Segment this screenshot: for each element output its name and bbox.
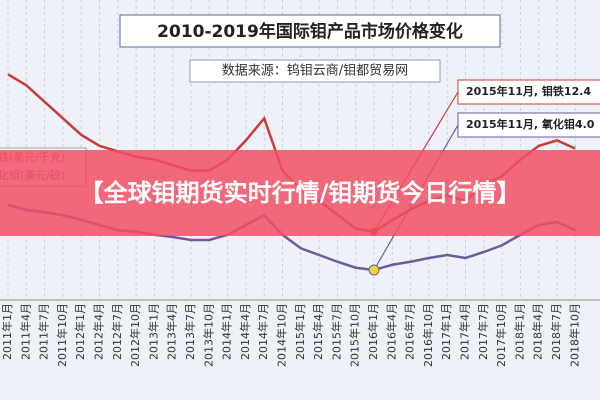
x-tick-label: 2014年1月 — [220, 303, 234, 360]
x-tick-label: 2011年4月 — [18, 303, 32, 360]
x-tick-label: 2016年1月 — [366, 303, 380, 360]
annotation-box — [457, 112, 600, 138]
x-tick-label: 2015年10月 — [348, 303, 362, 367]
x-tick-label: 2014年10月 — [275, 303, 289, 367]
x-tick-label: 2013年4月 — [165, 303, 179, 360]
x-tick-label: 2016年4月 — [384, 303, 398, 360]
annotation: 2015年11月, 钼铁12.4 — [466, 84, 591, 98]
x-tick-label: 2011年7月 — [37, 303, 51, 360]
x-tick-label: 2013年7月 — [183, 303, 197, 360]
x-tick-label: 2014年7月 — [256, 303, 270, 360]
min-point — [368, 264, 380, 276]
x-tick-label: 2018年1月 — [512, 303, 526, 360]
banner-text: 【全球钼期货实时行情/钼期货今日行情】 — [79, 179, 521, 207]
banner: 【全球钼期货实时行情/钼期货今日行情】 — [0, 150, 600, 236]
x-tick-label: 2011年1月 — [0, 303, 14, 360]
title-box — [119, 14, 501, 48]
x-tick-label: 2017年4月 — [458, 303, 472, 360]
x-tick-label: 2017年1月 — [439, 303, 453, 360]
chart-title: 2010-2019年国际钼产品市场价格变化 — [157, 21, 463, 42]
subtitle-box — [189, 59, 441, 83]
x-tick-label: 2015年4月 — [311, 303, 325, 360]
x-tick-label: 2018年4月 — [531, 303, 545, 360]
annotation: 2015年11月, 氧化钼4.0 — [466, 117, 595, 131]
x-tick-label: 2018年7月 — [549, 303, 563, 360]
x-tick-label: 2011年10月 — [55, 303, 69, 367]
chart-subtitle: 数据来源：钨钼云商/钼都贸易网 — [222, 63, 408, 79]
x-tick-label: 2016年10月 — [421, 303, 435, 367]
x-tick-label: 2014年4月 — [238, 303, 252, 360]
x-tick-label: 2013年10月 — [201, 303, 215, 367]
x-tick-label: 2018年10月 — [567, 303, 581, 367]
x-tick-label: 2017年7月 — [476, 303, 490, 360]
x-tick-label: 2013年1月 — [146, 303, 160, 360]
x-tick-label: 2012年10月 — [128, 303, 142, 367]
annotation-box — [457, 79, 600, 105]
x-tick-label: 2015年1月 — [293, 303, 307, 360]
x-tick-label: 2016年7月 — [403, 303, 417, 360]
x-tick-label: 2012年7月 — [110, 303, 124, 360]
x-tick-label: 2012年4月 — [92, 303, 106, 360]
x-tick-label: 2012年1月 — [73, 303, 87, 360]
x-tick-label: 2017年10月 — [494, 303, 508, 367]
x-tick-label: 2015年7月 — [329, 303, 343, 360]
